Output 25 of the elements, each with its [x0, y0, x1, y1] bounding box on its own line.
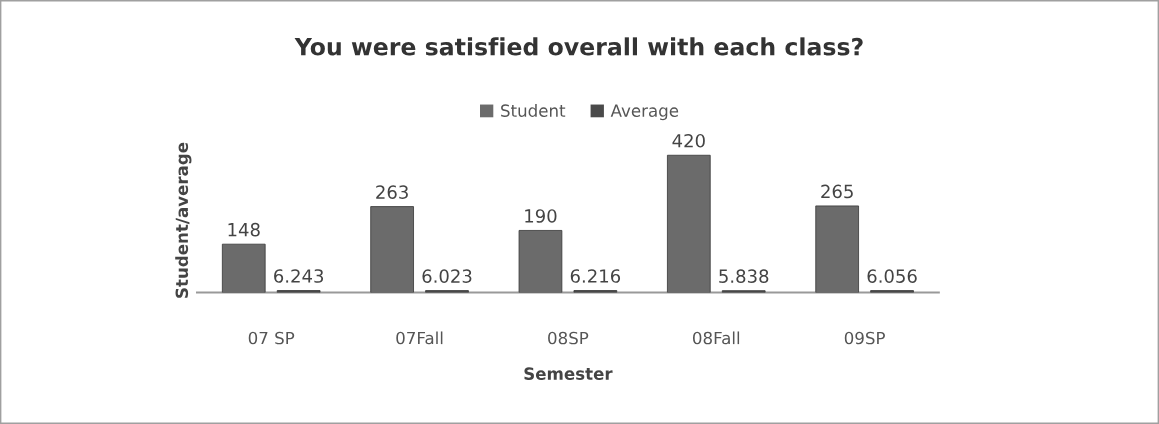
data-label: 190	[525, 209, 557, 223]
data-label: 148	[228, 222, 260, 237]
data-label: 265	[821, 184, 853, 199]
y-axis-title: Student/average	[175, 142, 192, 298]
data-label: 6.243	[274, 269, 324, 283]
legend-label: Student	[501, 104, 566, 117]
bar	[815, 205, 859, 293]
bar	[370, 206, 414, 293]
data-label: 420	[672, 133, 705, 148]
data-label: 6.216	[570, 269, 621, 283]
x-tick-label: 08Fall	[692, 331, 740, 345]
bar	[518, 230, 563, 293]
x-tick-label: 07Fall	[396, 331, 443, 345]
x-axis-title: Semester	[524, 367, 613, 380]
x-tick-label: 07 SP	[248, 331, 295, 345]
bar	[221, 243, 266, 293]
legend-label: Average	[610, 104, 679, 121]
x-tick-label: 08SP	[548, 331, 589, 345]
x-tick-label: 09SP	[844, 331, 885, 345]
data-label: 6.023	[422, 269, 472, 283]
data-label: 5.838	[719, 269, 769, 283]
bar	[666, 154, 711, 293]
chart-title: You were satisfied overall with each class?	[294, 37, 863, 56]
data-label: 6.056	[867, 269, 917, 283]
data-label: 263	[376, 185, 408, 199]
